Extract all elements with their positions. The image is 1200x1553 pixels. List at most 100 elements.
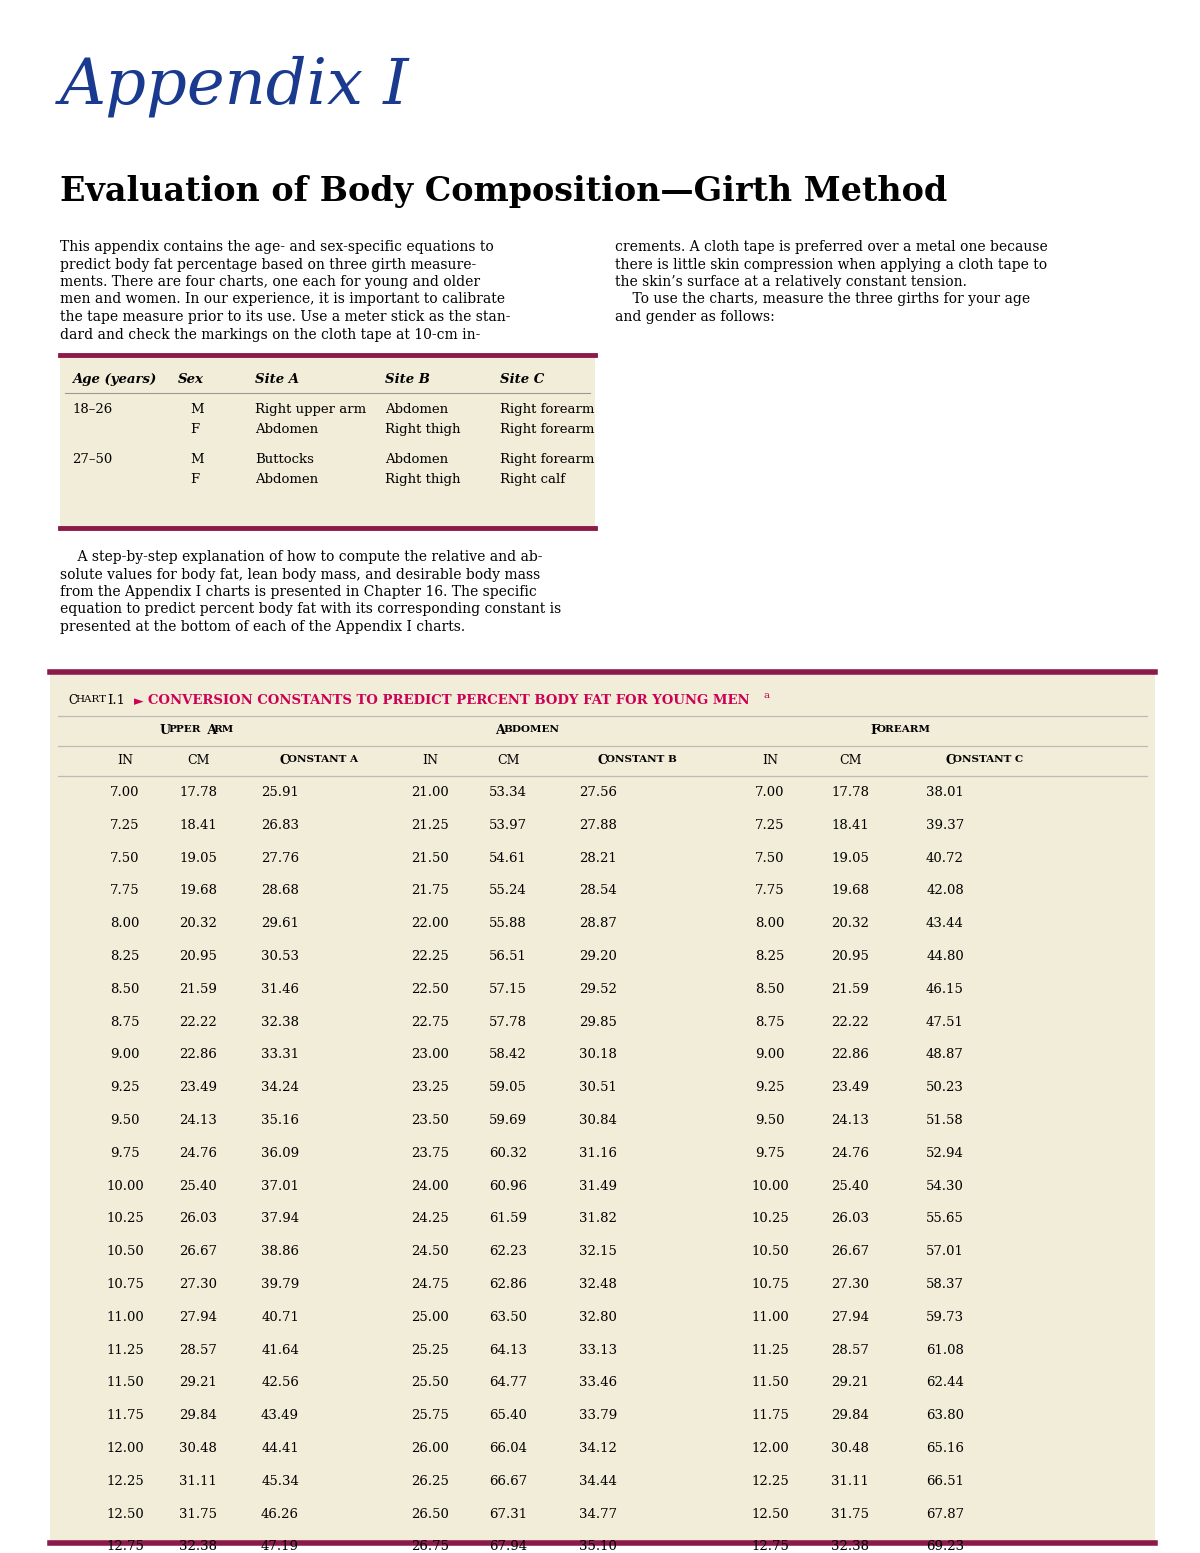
Text: 31.75: 31.75 [179, 1508, 217, 1520]
Text: 21.59: 21.59 [179, 983, 217, 995]
Text: OREARM: OREARM [877, 725, 931, 735]
Text: 37.94: 37.94 [260, 1213, 299, 1225]
Text: 40.71: 40.71 [262, 1311, 299, 1323]
Text: 29.84: 29.84 [179, 1409, 217, 1423]
Text: 22.75: 22.75 [412, 1016, 449, 1028]
Text: This appendix contains the age- and sex-specific equations to: This appendix contains the age- and sex-… [60, 241, 493, 255]
Text: 30.53: 30.53 [262, 950, 299, 963]
Text: Abdomen: Abdomen [256, 422, 318, 436]
Text: IN: IN [118, 755, 133, 767]
Text: 23.50: 23.50 [412, 1114, 449, 1127]
Text: 10.25: 10.25 [106, 1213, 144, 1225]
Text: 8.25: 8.25 [110, 950, 139, 963]
Text: 28.57: 28.57 [832, 1343, 869, 1357]
Text: Right thigh: Right thigh [385, 422, 461, 436]
Text: and gender as follows:: and gender as follows: [616, 311, 775, 325]
Text: 64.13: 64.13 [490, 1343, 527, 1357]
Text: 22.86: 22.86 [179, 1048, 217, 1061]
Text: 62.44: 62.44 [926, 1376, 964, 1390]
Text: 33.13: 33.13 [578, 1343, 617, 1357]
Text: CONVERSION CONSTANTS TO PREDICT PERCENT BODY FAT FOR YOUNG MEN: CONVERSION CONSTANTS TO PREDICT PERCENT … [148, 694, 750, 707]
Text: crements. A cloth tape is preferred over a metal one because: crements. A cloth tape is preferred over… [616, 241, 1048, 255]
Text: 65.40: 65.40 [490, 1409, 527, 1423]
Text: 30.51: 30.51 [580, 1081, 617, 1095]
Text: 21.25: 21.25 [412, 818, 449, 832]
Text: Right forearm: Right forearm [500, 402, 594, 416]
Text: equation to predict percent body fat with its corresponding constant is: equation to predict percent body fat wit… [60, 603, 562, 617]
Text: I.1: I.1 [107, 694, 125, 707]
Text: 8.75: 8.75 [110, 1016, 139, 1028]
Text: 65.16: 65.16 [926, 1443, 964, 1455]
Text: 48.87: 48.87 [926, 1048, 964, 1061]
Text: 60.32: 60.32 [490, 1146, 527, 1160]
Text: 57.15: 57.15 [490, 983, 527, 995]
Text: 9.75: 9.75 [755, 1146, 785, 1160]
Text: 30.48: 30.48 [832, 1443, 869, 1455]
Text: HART: HART [74, 696, 106, 704]
Text: 31.16: 31.16 [580, 1146, 617, 1160]
Text: 39.79: 39.79 [260, 1278, 299, 1291]
Text: Age (years): Age (years) [72, 373, 156, 387]
Text: Site A: Site A [256, 373, 299, 387]
Text: 23.49: 23.49 [830, 1081, 869, 1095]
Text: 53.97: 53.97 [488, 818, 527, 832]
Text: 36.09: 36.09 [260, 1146, 299, 1160]
Text: 24.13: 24.13 [179, 1114, 217, 1127]
Text: ments. There are four charts, one each for young and older: ments. There are four charts, one each f… [60, 275, 480, 289]
Text: 22.00: 22.00 [412, 918, 449, 930]
Text: 67.87: 67.87 [926, 1508, 964, 1520]
Text: 46.15: 46.15 [926, 983, 964, 995]
Text: 12.00: 12.00 [751, 1443, 788, 1455]
Text: CM: CM [497, 755, 520, 767]
Text: ONSTANT A: ONSTANT A [288, 755, 358, 764]
Text: 29.20: 29.20 [580, 950, 617, 963]
Text: 7.25: 7.25 [110, 818, 139, 832]
Text: 26.67: 26.67 [179, 1246, 217, 1258]
Text: 9.50: 9.50 [755, 1114, 785, 1127]
Text: 41.64: 41.64 [262, 1343, 299, 1357]
Text: 67.94: 67.94 [488, 1541, 527, 1553]
Text: RM: RM [214, 725, 233, 735]
Text: 31.46: 31.46 [262, 983, 299, 995]
Text: M: M [190, 453, 204, 466]
Text: 43.44: 43.44 [926, 918, 964, 930]
Text: 26.83: 26.83 [262, 818, 299, 832]
Text: 33.31: 33.31 [260, 1048, 299, 1061]
Text: 26.75: 26.75 [410, 1541, 449, 1553]
Text: 64.77: 64.77 [488, 1376, 527, 1390]
Text: C: C [598, 755, 608, 767]
Text: 7.50: 7.50 [110, 851, 139, 865]
Text: 9.50: 9.50 [110, 1114, 139, 1127]
Text: 31.11: 31.11 [832, 1475, 869, 1488]
Text: 7.50: 7.50 [755, 851, 785, 865]
Text: IN: IN [762, 755, 778, 767]
Text: 31.82: 31.82 [580, 1213, 617, 1225]
Text: 19.68: 19.68 [830, 884, 869, 898]
Text: 43.49: 43.49 [262, 1409, 299, 1423]
Text: 57.78: 57.78 [490, 1016, 527, 1028]
Text: Abdomen: Abdomen [256, 474, 318, 486]
Text: 67.31: 67.31 [488, 1508, 527, 1520]
Text: C: C [946, 755, 955, 767]
Text: 9.25: 9.25 [110, 1081, 139, 1095]
Text: 34.12: 34.12 [580, 1443, 617, 1455]
Text: 31.11: 31.11 [179, 1475, 217, 1488]
Text: 11.00: 11.00 [106, 1311, 144, 1323]
Text: 32.48: 32.48 [580, 1278, 617, 1291]
Text: 26.67: 26.67 [830, 1246, 869, 1258]
Text: 58.42: 58.42 [490, 1048, 527, 1061]
Text: 30.48: 30.48 [179, 1443, 217, 1455]
Text: Site C: Site C [500, 373, 545, 387]
Text: 33.79: 33.79 [578, 1409, 617, 1423]
Text: presented at the bottom of each of the Appendix I charts.: presented at the bottom of each of the A… [60, 620, 466, 634]
Text: 12.25: 12.25 [106, 1475, 144, 1488]
Text: 26.25: 26.25 [412, 1475, 449, 1488]
Text: 27.30: 27.30 [179, 1278, 217, 1291]
Text: dard and check the markings on the cloth tape at 10-cm in-: dard and check the markings on the cloth… [60, 328, 480, 342]
Text: C: C [280, 755, 290, 767]
Text: Site B: Site B [385, 373, 430, 387]
Text: 10.00: 10.00 [106, 1180, 144, 1193]
Text: 21.59: 21.59 [832, 983, 869, 995]
Text: 25.50: 25.50 [412, 1376, 449, 1390]
Text: 63.50: 63.50 [490, 1311, 527, 1323]
